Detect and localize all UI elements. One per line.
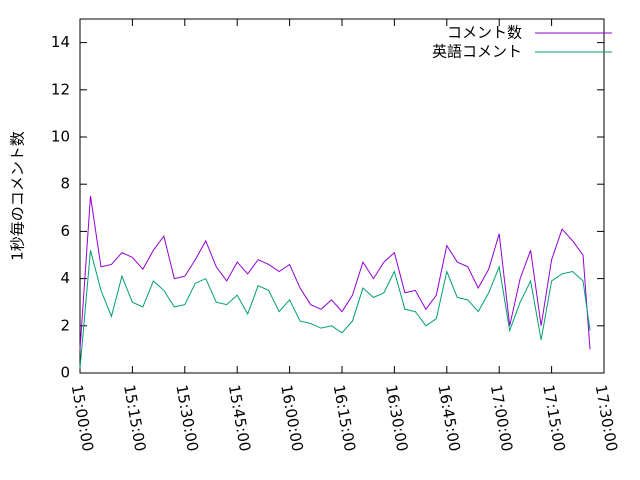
y-tick-label: 0 — [60, 364, 70, 382]
y-tick-label: 8 — [60, 175, 70, 193]
x-tick-label: 17:00:00 — [487, 383, 516, 452]
y-axis-label: 1秒毎のコメント数 — [9, 131, 27, 261]
legend-label: 英語コメント — [432, 43, 522, 61]
x-tick-label: 16:00:00 — [277, 383, 306, 452]
x-tick-label: 15:30:00 — [172, 383, 201, 452]
x-tick-label: 16:45:00 — [434, 383, 463, 452]
x-tick-label: 17:30:00 — [592, 383, 621, 452]
series-line — [79, 195, 591, 350]
legend-label: コメント数 — [447, 24, 522, 42]
series-line — [79, 250, 591, 369]
x-tick-label: 16:15:00 — [330, 383, 359, 452]
x-tick-label: 15:15:00 — [120, 383, 149, 452]
x-tick-label: 16:30:00 — [382, 383, 411, 452]
y-tick-label: 12 — [51, 80, 70, 98]
plot-frame — [79, 18, 605, 374]
y-tick-label: 14 — [51, 33, 70, 51]
y-tick-label: 6 — [60, 222, 70, 240]
y-tick-label: 4 — [60, 269, 70, 287]
x-tick-label: 17:15:00 — [539, 383, 568, 452]
y-tick-label: 2 — [60, 316, 70, 334]
x-tick-label: 15:45:00 — [225, 383, 254, 452]
y-tick-label: 10 — [51, 128, 70, 146]
x-tick-label: 15:00:00 — [68, 383, 97, 452]
